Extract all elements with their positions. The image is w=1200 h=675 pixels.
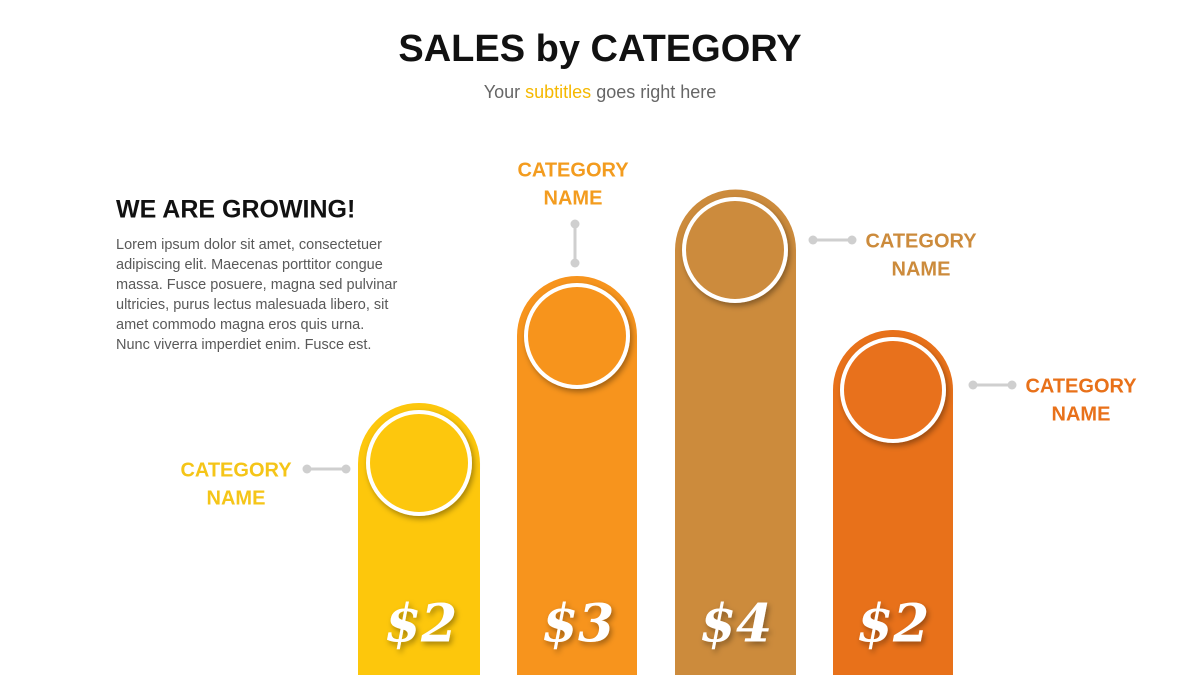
subtitle-part: goes right here <box>596 82 716 102</box>
value-label: $2 <box>857 594 929 655</box>
bar-circle <box>682 197 788 303</box>
title: SALES by CATEGORY <box>398 28 801 70</box>
subtitle-highlight: subtitles <box>525 82 591 102</box>
intro-line: adipiscing elit. Maecenas porttitor cong… <box>116 257 383 273</box>
connector-dot <box>1007 380 1017 390</box>
bar-circle <box>524 283 630 389</box>
category-label: CATEGORY <box>180 459 292 481</box>
category-label: NAME <box>892 258 951 280</box>
bar <box>675 189 796 675</box>
intro-heading: WE ARE GROWING! <box>116 196 355 224</box>
category-label: CATEGORY <box>1025 375 1137 397</box>
bar-group: $2 $3 $4 $2 <box>358 189 953 675</box>
connector-dot <box>302 464 312 474</box>
connector-dot <box>808 235 818 245</box>
connector-dot <box>847 235 857 245</box>
subtitle-part: Your <box>484 82 520 102</box>
connector-dot <box>570 258 580 268</box>
value-label: $3 <box>542 594 614 655</box>
intro-line: massa. Fusce posuere, magna sed pulvinar <box>116 277 397 293</box>
category-label: NAME <box>207 487 266 509</box>
intro-line: ultricies, purus lectus malesuada libero… <box>116 297 388 313</box>
intro-body: Lorem ipsum dolor sit amet, consectetuer… <box>116 237 397 353</box>
intro-line: Nunc viverra imperdiet enim. Fusce est. <box>116 337 371 353</box>
category-label: NAME <box>544 187 603 209</box>
category-label: CATEGORY <box>517 159 629 181</box>
subtitle: Your subtitles goes right here <box>484 82 717 102</box>
value-label: $2 <box>385 594 457 655</box>
category-label: NAME <box>1052 403 1111 425</box>
connector-dot <box>570 219 580 229</box>
connector-dot <box>968 380 978 390</box>
connector-dot <box>341 464 351 474</box>
bar-circle <box>366 410 472 516</box>
bar-circle <box>840 337 946 443</box>
intro-line: Lorem ipsum dolor sit amet, consectetuer <box>116 237 382 253</box>
value-label: $4 <box>700 594 772 655</box>
intro-line: amet commodo magna eros quis urna. <box>116 317 364 333</box>
category-label: CATEGORY <box>865 230 977 252</box>
connectors <box>302 219 1017 474</box>
